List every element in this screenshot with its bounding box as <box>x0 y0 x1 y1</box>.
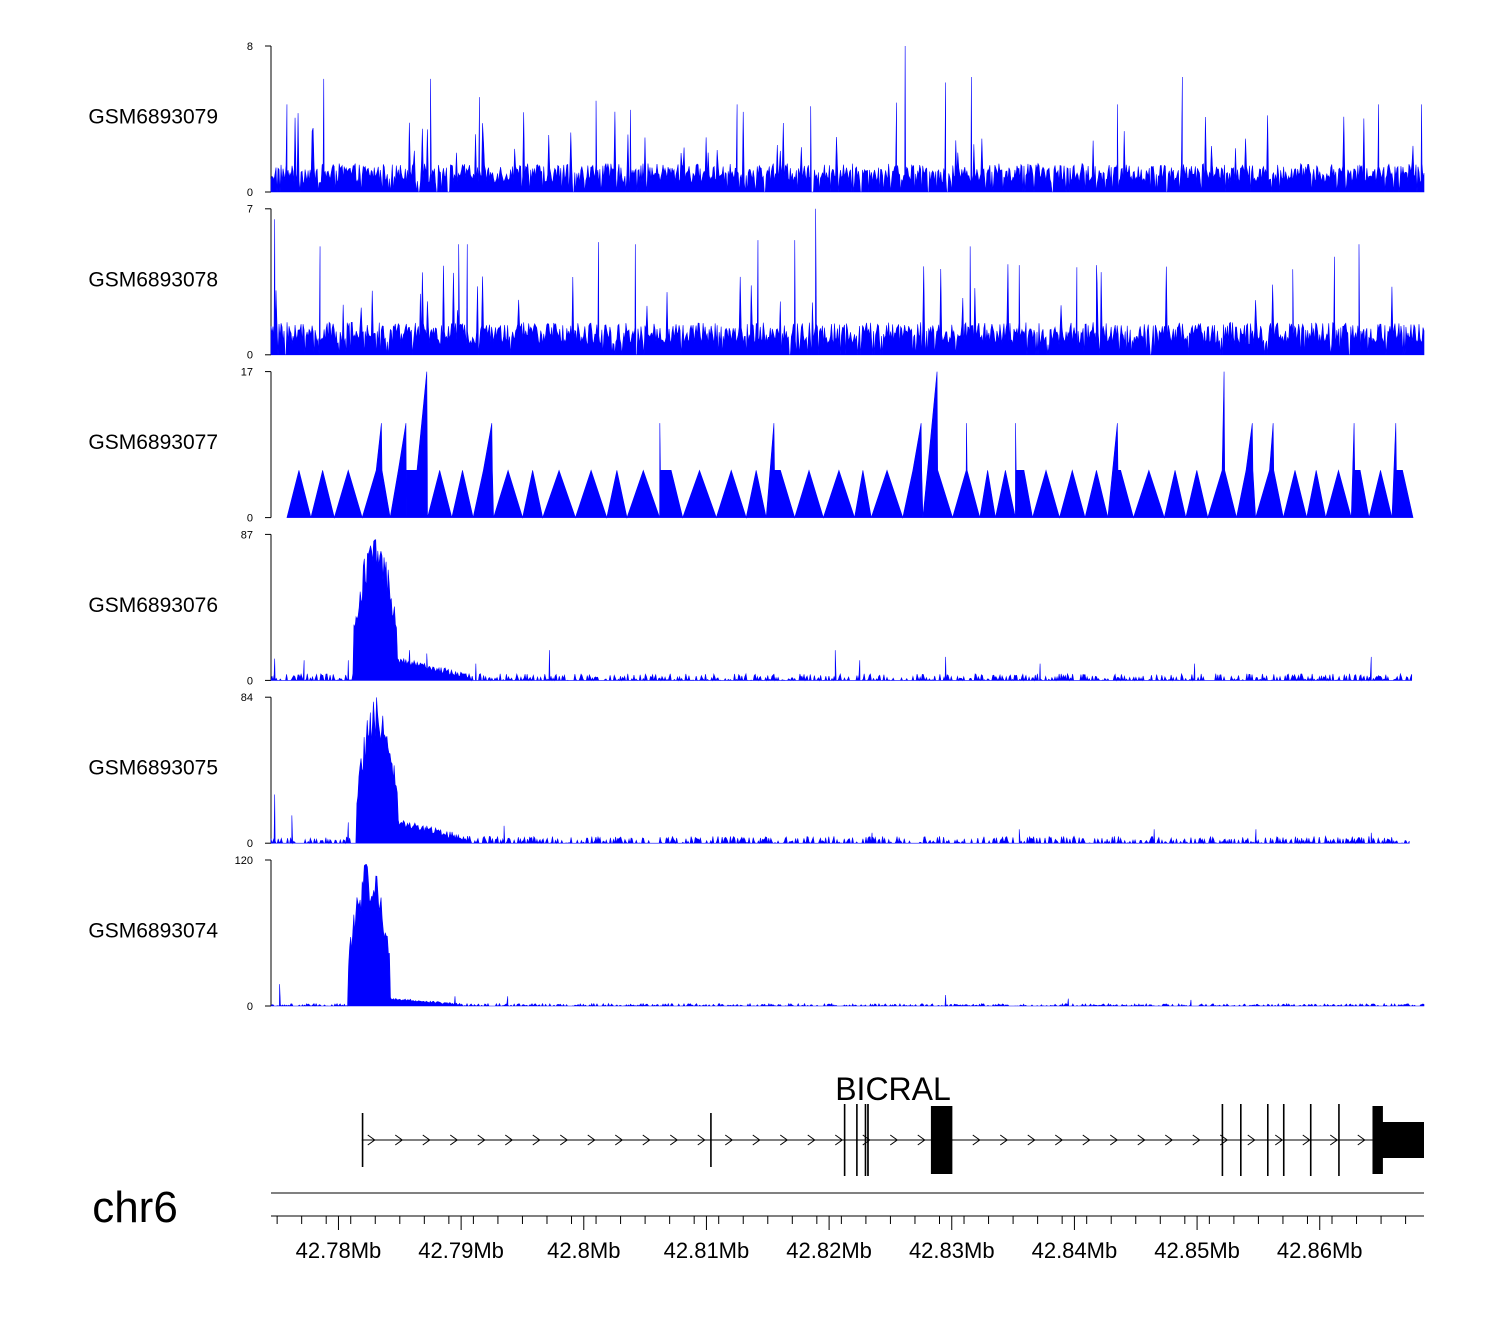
strand-arrow <box>917 1134 926 1146</box>
exon <box>1240 1104 1242 1176</box>
strand-arrow <box>1109 1134 1119 1146</box>
gene-model <box>361 1104 1424 1176</box>
track-GSM6893075: GSM6893075 84 0 <box>88 692 1410 850</box>
coverage-area <box>270 697 1410 845</box>
exon <box>1309 1104 1312 1176</box>
y-axis-min-label: 0 <box>247 675 253 687</box>
axis-tick-label: 42.84Mb <box>1032 1238 1118 1263</box>
axis-ticks: 42.78Mb 42.79Mb 42.8Mb 42.81Mb 42.82Mb 42.83M… <box>276 1216 1407 1263</box>
strand-arrow <box>697 1134 706 1146</box>
strand-arrow <box>394 1134 404 1146</box>
axis-tick-label: 42.79Mb <box>418 1238 504 1263</box>
strand-arrow <box>504 1134 514 1146</box>
genome-axis: chr6 42.78Mb 42.79Mb 42.8Mb 42.81Mb 42.82Mb 4… <box>92 1183 1424 1263</box>
axis-tick-label: 42.82Mb <box>786 1238 872 1263</box>
strand-arrow <box>1247 1134 1256 1146</box>
exon <box>1382 1122 1424 1158</box>
y-axis-max-label: 7 <box>247 204 253 216</box>
strand-arrow <box>642 1134 651 1146</box>
coverage-area <box>270 208 1425 356</box>
strand-arrow <box>807 1134 816 1146</box>
track-GSM6893077: GSM6893077 17 0 <box>88 367 1414 525</box>
strand-arrow <box>1274 1134 1284 1146</box>
exon <box>1266 1104 1269 1176</box>
strand-arrow <box>559 1134 569 1146</box>
coverage-area <box>286 371 1414 519</box>
exon <box>361 1113 364 1167</box>
strand-arrow <box>532 1134 541 1146</box>
strand-arrow <box>367 1134 376 1146</box>
y-axis-min-label: 0 <box>247 838 253 850</box>
y-axis-max-label: 84 <box>241 692 253 704</box>
strand-arrow <box>724 1134 734 1146</box>
axis-tick-label: 42.8Mb <box>547 1238 620 1263</box>
strand-arrow <box>1054 1134 1064 1146</box>
exon <box>1221 1104 1224 1176</box>
strand-arrow <box>1137 1134 1146 1146</box>
track-label: GSM6893076 <box>88 594 218 617</box>
track-label: GSM6893075 <box>88 757 218 780</box>
track-label: GSM6893078 <box>88 268 218 291</box>
exon <box>1372 1106 1383 1174</box>
exon <box>864 1104 867 1176</box>
track-label: GSM6893074 <box>88 920 218 943</box>
strand-arrow <box>779 1134 789 1146</box>
strand-arrow <box>1329 1134 1339 1146</box>
track-label: GSM6893077 <box>88 431 218 454</box>
gene-track: BICRAL <box>361 1071 1424 1176</box>
y-axis-min-label: 0 <box>247 513 253 525</box>
gene-name-label: BICRAL <box>835 1071 951 1107</box>
coverage-area <box>270 45 1425 193</box>
exon <box>1338 1104 1340 1176</box>
exon <box>1282 1104 1285 1176</box>
strand-arrow <box>477 1134 486 1146</box>
track-GSM6893076: GSM6893076 87 0 <box>88 529 1413 687</box>
axis-tick-label: 42.86Mb <box>1277 1238 1363 1263</box>
strand-arrow <box>1164 1134 1174 1146</box>
track-GSM6893079: GSM6893079 8 0 <box>88 41 1425 199</box>
exon <box>930 1106 953 1174</box>
strand-arrow <box>889 1134 899 1146</box>
axis-tick-label: 42.85Mb <box>1154 1238 1240 1263</box>
axis-tick-label: 42.81Mb <box>664 1238 750 1263</box>
coverage-area <box>270 863 1425 1007</box>
coverage-area <box>270 539 1413 682</box>
y-axis-max-label: 17 <box>241 367 253 379</box>
strand-arrow <box>422 1134 431 1146</box>
track-GSM6893074: GSM6893074 120 0 <box>88 855 1425 1013</box>
y-axis-max-label: 87 <box>241 529 253 541</box>
track-label: GSM6893079 <box>88 106 218 129</box>
track-GSM6893078: GSM6893078 7 0 <box>88 204 1425 362</box>
chromosome-label: chr6 <box>92 1183 178 1232</box>
y-axis-min-label: 0 <box>247 187 253 199</box>
y-axis-max-label: 120 <box>235 855 253 867</box>
strand-arrow <box>1192 1134 1201 1146</box>
strand-arrow <box>752 1134 761 1146</box>
y-axis-min-label: 0 <box>247 350 253 362</box>
exon <box>710 1113 712 1167</box>
strand-arrow <box>999 1134 1009 1146</box>
strand-arrow <box>669 1134 679 1146</box>
strand-arrow <box>1027 1134 1036 1146</box>
strand-arrow <box>1357 1134 1366 1146</box>
exon <box>856 1104 858 1176</box>
axis-tick-label: 42.83Mb <box>909 1238 995 1263</box>
y-axis-max-label: 8 <box>247 41 253 53</box>
exon <box>867 1104 869 1176</box>
exon <box>843 1104 846 1176</box>
strand-arrow <box>587 1134 596 1146</box>
strand-arrow <box>834 1134 844 1146</box>
y-axis-min-label: 0 <box>247 1001 253 1013</box>
strand-arrow <box>972 1134 981 1146</box>
strand-arrow <box>614 1134 624 1146</box>
strand-arrow <box>1082 1134 1091 1146</box>
strand-arrow <box>449 1134 459 1146</box>
axis-tick-label: 42.78Mb <box>296 1238 382 1263</box>
strand-arrow <box>1302 1134 1311 1146</box>
coverage-tracks: GSM689307980GSM689307870GSM6893077170GSM… <box>88 41 1425 1013</box>
